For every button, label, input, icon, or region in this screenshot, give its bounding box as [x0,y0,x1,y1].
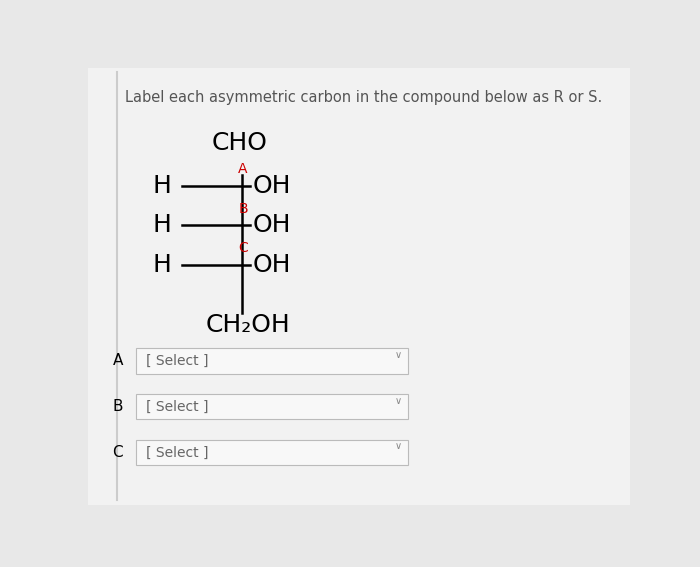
Text: ∨: ∨ [394,441,401,451]
Text: H: H [153,174,172,198]
Text: H: H [153,252,172,277]
FancyBboxPatch shape [136,440,407,466]
Text: [ Select ]: [ Select ] [146,446,209,460]
FancyBboxPatch shape [88,68,630,505]
Text: ∨: ∨ [394,396,401,405]
Text: B: B [238,202,248,215]
Text: ∨: ∨ [394,350,401,359]
Text: C: C [238,241,248,255]
Text: H: H [153,213,172,237]
Text: OH: OH [253,174,291,198]
Text: OH: OH [253,252,291,277]
Text: A: A [113,353,122,369]
Text: B: B [112,399,122,414]
FancyBboxPatch shape [136,394,407,420]
Text: [ Select ]: [ Select ] [146,354,209,368]
Text: [ Select ]: [ Select ] [146,400,209,414]
Text: Label each asymmetric carbon in the compound below as R or S.: Label each asymmetric carbon in the comp… [125,90,603,105]
Text: A: A [238,162,248,176]
Text: C: C [112,445,122,460]
Text: OH: OH [253,213,291,237]
FancyBboxPatch shape [136,348,407,374]
Text: CH₂OH: CH₂OH [206,312,290,337]
Text: CHO: CHO [211,132,267,155]
